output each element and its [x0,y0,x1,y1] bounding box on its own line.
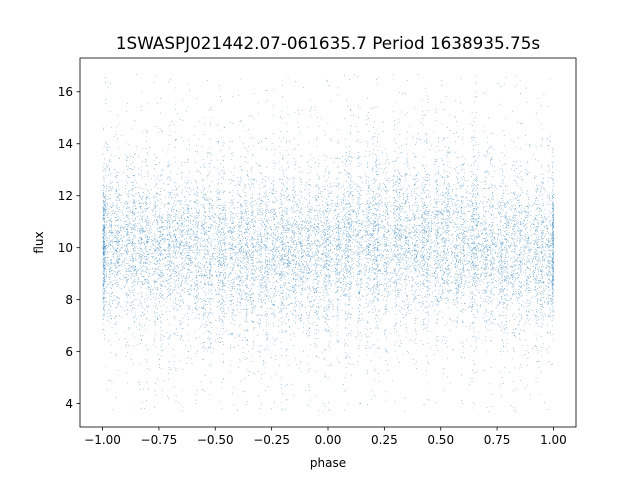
x-tick-label: −1.00 [84,433,121,447]
x-tick-label: 0.50 [427,433,454,447]
y-tick-label: 14 [58,137,73,151]
y-tick-label: 4 [65,397,73,411]
scatter-points [102,74,555,412]
x-tick-label: −0.75 [141,433,178,447]
chart-title: 1SWASPJ021442.07-061635.7 Period 1638935… [116,33,540,53]
x-tick-label: 0.25 [371,433,398,447]
x-axis-label: phase [310,456,346,470]
y-tick-label: 6 [65,345,73,359]
x-tick-label: 0.75 [484,433,511,447]
y-axis-ticks: 4 6 8 10 12 14 16 [58,85,80,411]
y-tick-label: 12 [58,189,73,203]
x-tick-label: −0.25 [253,433,290,447]
x-tick-label: 1.00 [540,433,567,447]
x-tick-label: 0.00 [315,433,342,447]
y-tick-label: 16 [58,85,73,99]
scatter-markers [102,74,555,412]
x-tick-label: −0.50 [197,433,234,447]
y-axis-label: flux [32,231,46,253]
y-tick-label: 10 [58,241,73,255]
y-tick-label: 8 [65,293,73,307]
x-axis-ticks: −1.00 −0.75 −0.50 −0.25 0.00 0.25 0.50 0.75 1.00 [84,427,567,447]
